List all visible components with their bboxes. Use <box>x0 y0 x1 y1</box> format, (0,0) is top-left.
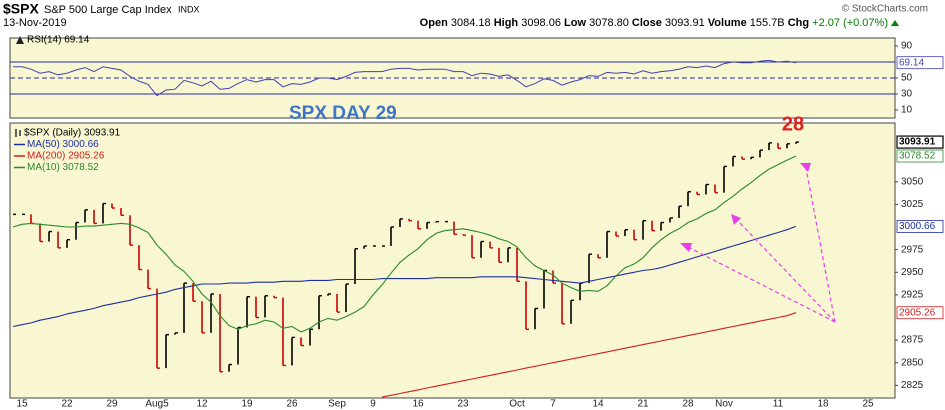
date: 13-Nov-2019 <box>3 17 67 29</box>
quote-label: Low <box>564 17 586 29</box>
last-value-box <box>896 56 944 70</box>
index-name: S&P 500 Large Cap Index <box>44 4 172 16</box>
quote-value: 3098.06 <box>521 17 561 29</box>
y-tick-label: 3050 <box>901 176 924 187</box>
quote-value: 155.7B <box>750 17 785 29</box>
x-tick-label: 14 <box>592 399 604 410</box>
quote-value: +2.07 (+0.07%) <box>812 17 888 29</box>
y-tick-label: 2950 <box>901 267 924 278</box>
last-value-label: 3000.66 <box>899 221 936 232</box>
symbol: $SPX <box>3 1 39 17</box>
legend-label: RSI(14) 69.14 <box>27 35 90 46</box>
y-tick-label: 3025 <box>901 199 924 210</box>
x-tick-label: 26 <box>286 399 298 410</box>
last-value-label: 69.14 <box>899 57 924 68</box>
quote-value: 3078.80 <box>589 17 629 29</box>
arrowhead <box>680 243 692 252</box>
y-tick-label: 2975 <box>901 244 924 255</box>
last-value-label: 3078.52 <box>899 151 936 162</box>
annotation: 28 <box>782 113 804 135</box>
arrow <box>736 219 836 323</box>
quote-label: Close <box>632 17 662 29</box>
quote: Open 3084.18 High 3098.06 Low 3078.80 Cl… <box>420 17 888 29</box>
arrowheads <box>680 163 811 252</box>
y-tick-label: 2875 <box>901 335 924 346</box>
x-tick-label: Nov <box>715 399 733 410</box>
last-value-box <box>896 306 944 320</box>
x-tick-label: Oct <box>509 399 525 410</box>
x-tick-label: 9 <box>370 399 376 410</box>
y-tick-label: 30 <box>901 89 913 100</box>
x-tick-label: 15 <box>16 399 28 410</box>
exchange: INDX <box>178 4 200 14</box>
quote-value: 3084.18 <box>451 17 491 29</box>
quote-label: Volume <box>708 17 747 29</box>
quote-label: High <box>494 17 519 29</box>
x-tick-label: 11 <box>773 399 784 410</box>
legend-label: MA(200) 2905.26 <box>27 151 105 162</box>
x-tick-label: 16 <box>412 399 424 410</box>
rsi-line <box>13 59 797 97</box>
quote-label: Chg <box>788 17 809 29</box>
last-value-box <box>896 149 944 163</box>
y-tick-label: 10 <box>901 105 913 116</box>
ma-line <box>12 155 797 333</box>
y-tick-label: 2825 <box>901 380 924 391</box>
y-tick-label: 90 <box>901 41 913 52</box>
legend-label: MA(50) 3000.66 <box>27 139 99 150</box>
credit: © StockCharts.com <box>842 4 928 15</box>
y-tick-label: 2850 <box>901 357 924 368</box>
legend-label: $SPX (Daily) 3093.91 <box>24 128 121 139</box>
arrowhead <box>731 214 741 225</box>
x-tick-label: Sep <box>328 399 346 410</box>
x-tick-label: 18 <box>817 399 829 410</box>
ma-line <box>381 312 797 398</box>
legend-icon <box>16 36 24 44</box>
up-triangle <box>891 20 899 26</box>
x-tick-label: 29 <box>106 399 118 410</box>
x-tick-label: 28 <box>682 399 694 410</box>
quote-label: Open <box>420 17 448 29</box>
y-tick-label: 2925 <box>901 290 924 301</box>
last-value-box <box>896 220 944 233</box>
annotation: SPX DAY 29 <box>289 103 397 124</box>
arrow <box>805 167 836 323</box>
y-tick-label: 50 <box>901 73 913 84</box>
x-tick-label: 21 <box>637 399 649 410</box>
arrowhead <box>800 163 811 172</box>
arrows <box>687 167 836 323</box>
x-tick-label: 22 <box>61 399 73 410</box>
x-tick-label: 25 <box>862 399 874 410</box>
legend-label: MA(10) 3078.52 <box>27 162 99 173</box>
x-tick-label: 19 <box>241 399 253 410</box>
last-value-label: 2905.26 <box>899 307 936 318</box>
x-tick-label: 23 <box>457 399 469 410</box>
quote-value: 3093.91 <box>665 17 705 29</box>
price-panel <box>9 122 896 399</box>
last-value-box <box>896 135 944 149</box>
x-tick-label: 7 <box>550 399 556 410</box>
x-tick-label: 12 <box>196 399 208 410</box>
ma-line <box>12 225 797 328</box>
legend-icon <box>15 129 21 137</box>
plot: 15 22 29 Aug5 12 19 26 Sep 9 16 23 Oct 7 14 21 28 Nov 11 1… <box>10 35 944 410</box>
last-value-label: 3093.91 <box>899 137 936 148</box>
x-tick-label: Aug5 <box>145 399 169 410</box>
